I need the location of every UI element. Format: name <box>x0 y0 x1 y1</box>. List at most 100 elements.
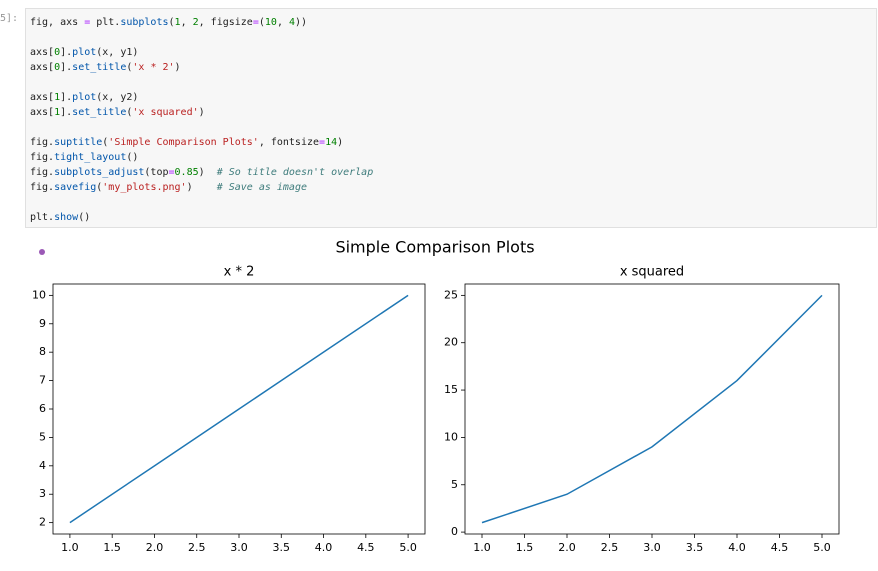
y-tick-label: 5 <box>451 478 458 491</box>
data-line <box>481 294 823 524</box>
code-block: fig. suptitle('Simple Comparison Plots', … <box>30 135 876 195</box>
code-token: 2 <box>192 17 199 28</box>
x-tick-label: 1.5 <box>516 541 534 554</box>
code-token: show <box>54 212 79 223</box>
code-token: tight_layout <box>54 152 127 163</box>
code-token: = <box>319 137 326 148</box>
code-token: ) <box>198 107 205 118</box>
code-token: plot <box>72 47 97 58</box>
y-tick-label: 20 <box>444 336 458 349</box>
code-token: axs[ <box>30 62 55 73</box>
code-line: axs[1].set_title('x squared') <box>30 105 876 120</box>
x-tick-label: 3.0 <box>643 541 661 554</box>
code-token: ) <box>186 182 217 193</box>
y-tick-label: 4 <box>39 459 46 472</box>
code-line: fig, axs = plt.subplots(1, 2, figsize=(1… <box>30 15 876 30</box>
code-token: 1 <box>54 92 61 103</box>
code-token: (top <box>144 167 169 178</box>
code-token: , <box>276 17 289 28</box>
code-line: fig.suptitle('Simple Comparison Plots', … <box>30 135 876 150</box>
code-token: () <box>126 152 139 163</box>
code-token: plt. <box>90 17 121 28</box>
code-block: fig, axs = plt.subplots(1, 2, figsize=(1… <box>30 15 876 30</box>
code-token: (x, y2) <box>96 92 139 103</box>
code-token: 'x squared' <box>132 107 199 118</box>
x-tick-label: 3.5 <box>686 541 704 554</box>
code-token: ]. <box>60 107 73 118</box>
code-token: axs[ <box>30 47 55 58</box>
code-token: (x, y1) <box>96 47 139 58</box>
y-tick-label: 10 <box>32 288 46 301</box>
x-tick-label: 4.0 <box>728 541 746 554</box>
code-token: set_title <box>72 62 127 73</box>
data-line <box>69 294 409 524</box>
code-token: ( <box>126 107 133 118</box>
y-tick-label: 15 <box>444 383 458 396</box>
x-tick-label: 2.5 <box>188 541 206 554</box>
axes-title: x * 2 <box>224 265 255 280</box>
y-tick-label: 25 <box>444 288 458 301</box>
x-tick-label: 1.5 <box>103 541 121 554</box>
x-tick-label: 2.0 <box>558 541 576 554</box>
code-token: ( <box>126 62 133 73</box>
y-tick-label: 8 <box>39 345 46 358</box>
code-token: 0.85 <box>174 167 199 178</box>
code-token: 1 <box>174 17 181 28</box>
code-line: axs[0].set_title('x * 2') <box>30 60 876 75</box>
code-token: = <box>168 167 175 178</box>
code-token: 1 <box>54 107 61 118</box>
code-token: fig. <box>30 167 55 178</box>
code-token: ) <box>337 137 344 148</box>
code-token: , fontsize <box>258 137 320 148</box>
code-token: = <box>252 17 259 28</box>
code-token: 'Simple Comparison Plots' <box>108 137 259 148</box>
code-token: 'x * 2' <box>132 62 175 73</box>
code-token: ]. <box>60 92 73 103</box>
code-token: 14 <box>325 137 338 148</box>
output-indicator <box>39 249 45 255</box>
code-token: () <box>78 212 91 223</box>
y-tick-label: 10 <box>444 430 458 443</box>
code-cell[interactable]: fig, axs = plt.subplots(1, 2, figsize=(1… <box>25 8 877 228</box>
axes-title: x squared <box>620 265 684 280</box>
y-tick-label: 9 <box>39 317 46 330</box>
x-tick-label: 3.0 <box>230 541 248 554</box>
y-tick-label: 5 <box>39 430 46 443</box>
code-token: savefig <box>54 182 97 193</box>
code-token: fig. <box>30 152 55 163</box>
x-tick-label: 4.0 <box>315 541 333 554</box>
code-token: ( <box>258 17 265 28</box>
code-token: = <box>84 17 91 28</box>
y-tick-label: 0 <box>451 525 458 538</box>
x-tick-label: 5.0 <box>813 541 831 554</box>
code-token: fig. <box>30 182 55 193</box>
code-line: fig.savefig('my_plots.png') # Save as im… <box>30 180 876 195</box>
code-token: ]. <box>60 47 73 58</box>
y-tick-label: 7 <box>39 374 46 387</box>
code-token: )) <box>295 17 308 28</box>
code-block: plt.show() <box>30 210 876 225</box>
code-token: # So title doesn't overlap <box>216 167 374 178</box>
x-tick-label: 1.0 <box>61 541 79 554</box>
code-line: plt.show() <box>30 210 876 225</box>
code-token: axs[ <box>30 92 55 103</box>
code-token: axs[ <box>30 107 55 118</box>
y-tick-label: 6 <box>39 402 46 415</box>
x-tick-label: 2.5 <box>601 541 619 554</box>
x-tick-label: 1.0 <box>473 541 491 554</box>
x-tick-label: 4.5 <box>357 541 375 554</box>
code-token: 'my_plots.png' <box>102 182 187 193</box>
suptitle: Simple Comparison Plots <box>335 238 534 257</box>
y-tick-label: 3 <box>39 487 46 500</box>
y-tick-label: 2 <box>39 516 46 529</box>
code-line: fig.subplots_adjust(top=0.85) # So title… <box>30 165 876 180</box>
code-token: suptitle <box>54 137 103 148</box>
code-token: ( <box>168 17 175 28</box>
code-block: axs[1].plot(x, y2) axs[1].set_title('x sq… <box>30 90 876 120</box>
x-tick-label: 3.5 <box>273 541 291 554</box>
code-token: set_title <box>72 107 127 118</box>
code-token: ( <box>102 137 109 148</box>
code-token: ) <box>198 167 217 178</box>
code-token: plt. <box>30 212 55 223</box>
